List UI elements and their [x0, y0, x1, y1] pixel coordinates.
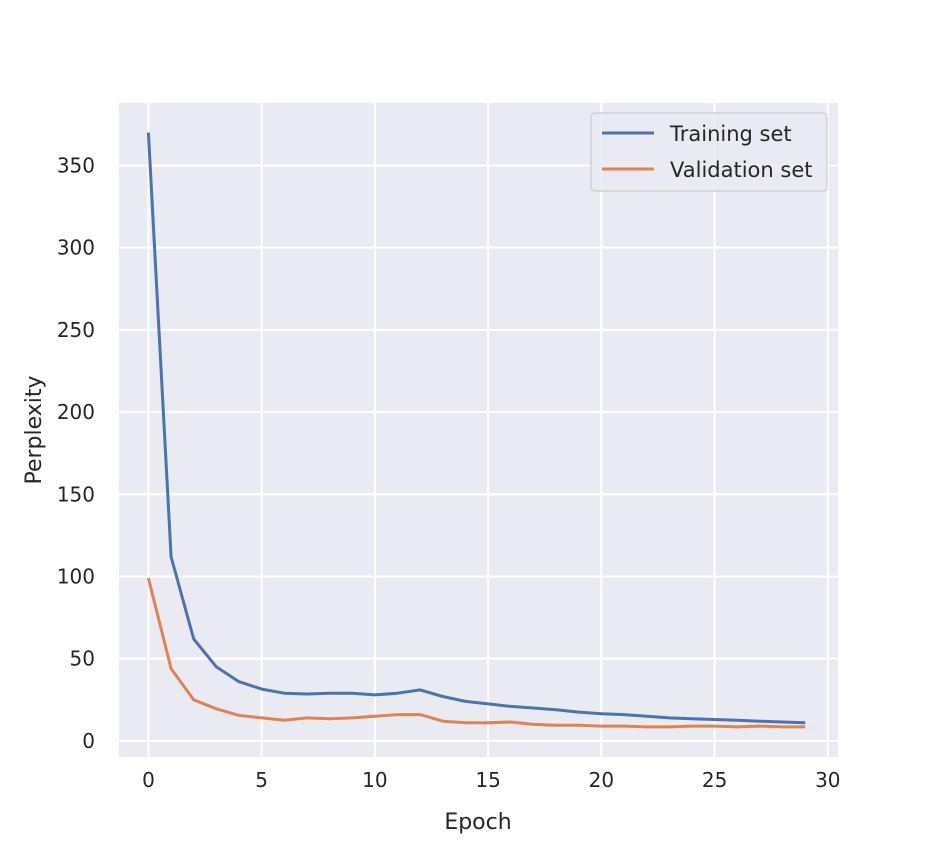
plot-area	[119, 103, 838, 757]
y-tick-label: 250	[57, 318, 95, 342]
y-tick-label: 150	[57, 482, 95, 506]
x-axis-label: Epoch	[444, 810, 511, 835]
x-tick-label: 30	[815, 768, 840, 792]
y-tick-label: 350	[57, 153, 95, 177]
y-tick-label: 200	[57, 400, 95, 424]
series-lines	[146, 132, 806, 729]
x-tick-label: 25	[702, 768, 727, 792]
legend-label-validation: Validation set	[670, 158, 812, 182]
legend: Training set Validation set	[590, 112, 828, 192]
series-line-validation	[146, 577, 806, 729]
x-tick-label: 0	[142, 768, 155, 792]
series-line-training	[146, 132, 806, 725]
y-tick-label: 100	[57, 564, 95, 588]
x-tick-label: 15	[475, 768, 500, 792]
y-tick-label: 0	[82, 729, 95, 753]
y-tick-label: 50	[70, 647, 95, 671]
x-tick-label: 20	[589, 768, 614, 792]
legend-label-training: Training set	[669, 122, 792, 146]
x-tick-label: 5	[255, 768, 268, 792]
grid	[119, 103, 838, 757]
y-axis-label: Perplexity	[22, 375, 47, 484]
y-tick-label: 300	[57, 236, 95, 260]
x-tick-label: 10	[362, 768, 387, 792]
